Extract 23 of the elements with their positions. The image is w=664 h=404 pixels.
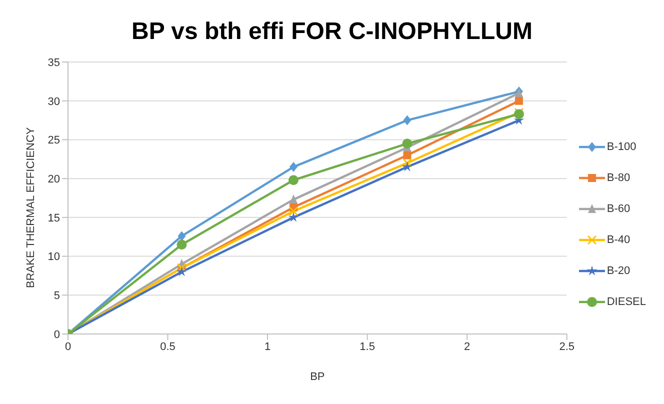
x-tick-label: 1 (264, 340, 271, 353)
legend-label: B-40 (606, 234, 630, 246)
x-tick-label: 2.5 (559, 340, 575, 353)
y-tick-label: 0 (54, 328, 60, 341)
x-tick-label: 2 (464, 340, 470, 353)
y-tick-label: 5 (54, 290, 60, 302)
y-axis-title: BRAKE THERMAL EFFICIENCY (24, 126, 37, 288)
legend-label: B-80 (606, 172, 630, 184)
legend-label: B-20 (606, 264, 630, 276)
y-tick-label: 25 (48, 134, 60, 147)
legend-label: B-60 (606, 202, 630, 214)
y-tick-label: 10 (48, 251, 60, 264)
chart-title: BP vs bth effi FOR C-INOPHYLLUM (130, 17, 534, 47)
legend-label: DIESEL (606, 296, 646, 308)
x-axis-title: BP (310, 371, 325, 383)
y-tick-label: 15 (48, 212, 60, 224)
y-tick-label: 30 (48, 96, 60, 108)
y-tick-label: 35 (48, 56, 60, 69)
x-tick-label: 1.5 (360, 340, 375, 353)
x-tick-label: 0.5 (160, 340, 176, 353)
y-tick-label: 20 (48, 173, 60, 186)
x-tick-label: 0 (64, 340, 72, 353)
legend-label: B-100 (606, 140, 636, 152)
